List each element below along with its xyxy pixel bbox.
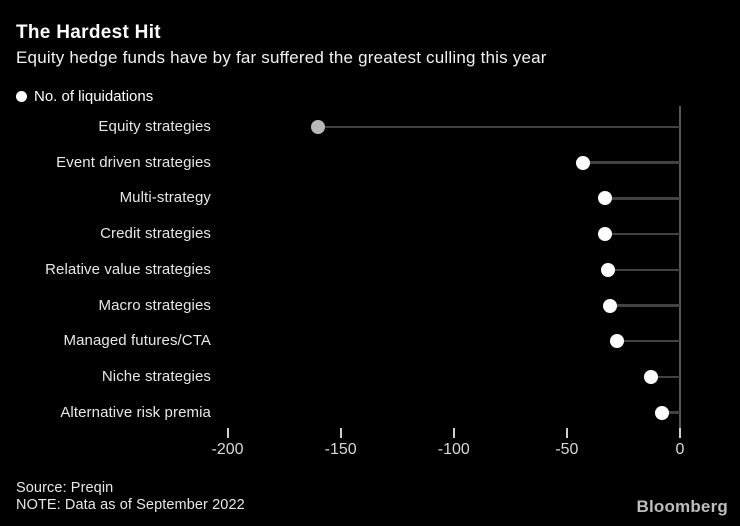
chart-title: The Hardest Hit [16,22,161,43]
x-axis-tick-label: -100 [437,441,470,458]
stem-line [582,161,680,164]
data-point-dot [654,405,669,420]
data-point-dot [643,369,658,384]
x-axis-tick [339,428,342,438]
category-label: Macro strategies [98,296,211,314]
y-axis-line [679,106,681,438]
category-label: Managed futures/CTA [63,332,211,350]
category-label: Niche strategies [101,367,211,385]
x-axis-tick [565,428,568,438]
chart-subtitle: Equity hedge funds have by far suffered … [16,48,547,67]
x-axis-tick [679,428,681,438]
legend-dot-icon [16,91,27,102]
data-point-dot [609,334,624,349]
stem-line [605,197,680,200]
stem-line [605,232,680,236]
x-axis-tick [226,428,229,438]
data-point-dot [602,298,617,313]
data-point-dot [311,120,325,134]
category-label: Relative value strategies [45,260,211,278]
x-axis-tick-label: 0 [675,441,685,458]
x-axis-tick-label: -200 [211,441,244,458]
x-axis-tick-label: -50 [555,441,579,458]
stem-line [318,125,680,129]
data-point-dot [575,155,590,170]
data-point-dot [598,191,613,206]
category-label: Event driven strategies [56,153,211,171]
stem-line [616,339,680,343]
note-text: NOTE: Data as of September 2022 [16,497,245,513]
bloomberg-logo: Bloomberg [636,497,728,516]
legend-label: No. of liquidations [34,88,154,105]
category-label: Credit strategies [100,225,211,243]
category-label: Equity strategies [98,118,211,135]
category-label: Alternative risk premia [60,403,211,421]
stem-line [607,268,680,272]
stem-line [609,304,680,307]
data-point-dot [598,227,613,242]
stem-line [650,375,680,379]
data-point-dot [600,262,615,277]
x-axis-tick-label: -150 [324,441,357,458]
source-text: Source: Preqin [16,480,114,496]
legend: No. of liquidations [16,88,153,105]
stem-line [661,411,680,414]
category-label: Multi-strategy [119,189,211,207]
x-axis-tick [452,428,455,438]
